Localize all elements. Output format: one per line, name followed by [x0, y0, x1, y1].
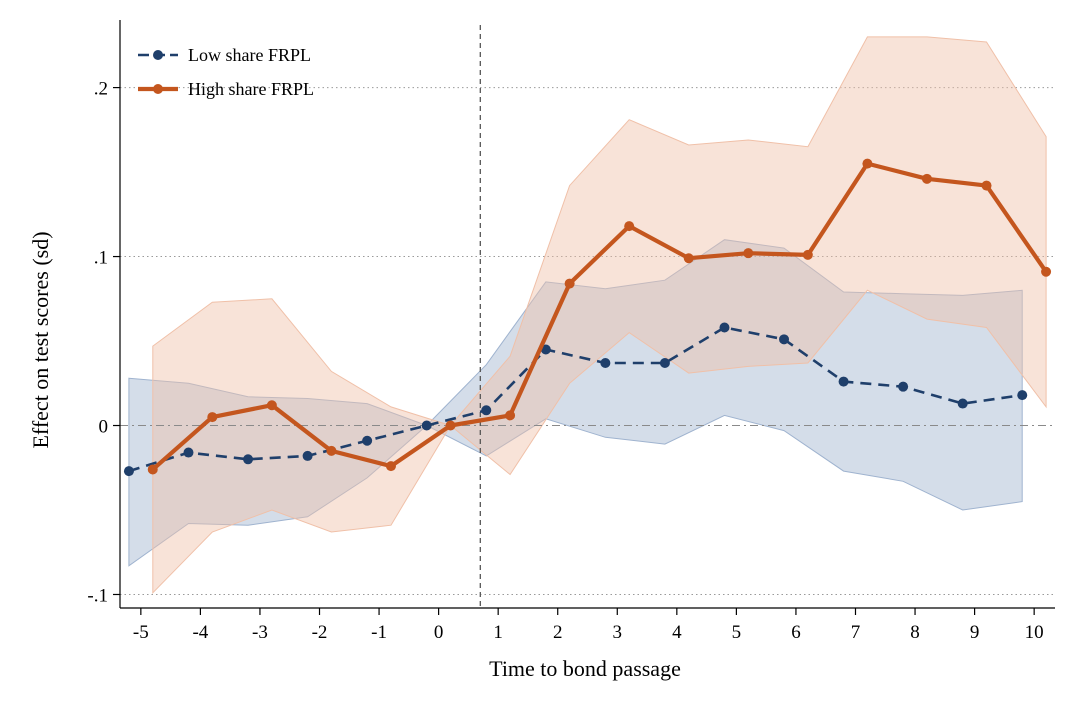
x-tick-label-13: 8 — [910, 622, 920, 643]
series-0-point-6 — [481, 405, 492, 416]
series-1-point-8 — [624, 221, 635, 232]
series-1-point-0 — [147, 464, 158, 475]
series-1-point-6 — [505, 410, 516, 421]
series-0-point-12 — [838, 376, 849, 387]
x-tick-label-4: -1 — [371, 622, 387, 643]
series-line-0 — [128, 326, 1023, 473]
x-tick-label-15: 10 — [1025, 622, 1044, 643]
series-1-point-11 — [802, 249, 813, 260]
series-0-point-7 — [540, 344, 551, 355]
confidence-bands — [128, 36, 1047, 595]
series-0-point-2 — [243, 454, 254, 465]
x-tick-label-0: -5 — [133, 622, 149, 643]
series-1-point-5 — [445, 420, 456, 431]
series-1-point-15 — [1041, 266, 1052, 277]
x-axis-label: Time to bond passage — [489, 656, 681, 681]
ci-band-1 — [152, 36, 1047, 595]
x-tick-label-6: 1 — [493, 622, 503, 643]
x-tick-label-2: -3 — [252, 622, 268, 643]
series-1-point-13 — [921, 173, 932, 184]
series-1-point-9 — [683, 253, 694, 264]
axes: -.1 0 .1 .2 -5 -4 -3 -2 -1 0 1 2 3 4 5 6 7 8 9 10 — [87, 20, 1055, 643]
x-tick-label-9: 4 — [672, 622, 682, 643]
grid-layer — [120, 87, 1055, 595]
x-tick-label-11: 6 — [791, 622, 801, 643]
y-tick-label-2: .1 — [94, 248, 108, 269]
series-0-point-15 — [1017, 390, 1028, 401]
x-tick-label-7: 2 — [553, 622, 563, 643]
reference-lines — [120, 25, 1055, 608]
legend-label-1: High share FRPL — [188, 79, 314, 99]
x-tick-label-14: 9 — [970, 622, 980, 643]
series-1-point-3 — [326, 445, 337, 456]
series-1-point-12 — [862, 158, 873, 169]
legend-marker-1 — [153, 84, 163, 94]
series-1-point-7 — [564, 278, 575, 289]
series-0-point-9 — [659, 358, 670, 368]
x-tick-label-10: 5 — [732, 622, 742, 643]
y-tick-label-0: -.1 — [87, 585, 108, 606]
series-0-point-13 — [898, 381, 909, 392]
series-0-point-10 — [719, 322, 730, 333]
legend-label-0: Low share FRPL — [188, 45, 311, 65]
series-0-point-14 — [957, 398, 968, 409]
y-tick-label-1: 0 — [99, 417, 109, 438]
series-1-point-1 — [207, 412, 218, 423]
series-1-point-4 — [385, 461, 396, 472]
series-0-point-8 — [600, 358, 611, 368]
series-0-point-3 — [302, 450, 313, 461]
series-0-point-5 — [421, 420, 432, 431]
series-0-point-11 — [779, 334, 790, 345]
legend-marker-0 — [153, 50, 163, 60]
y-tick-label-3: .2 — [94, 79, 108, 100]
x-tick-label-3: -2 — [312, 622, 328, 643]
x-tick-label-5: 0 — [434, 622, 444, 643]
series-0-point-1 — [183, 447, 194, 458]
series-1-point-2 — [266, 400, 277, 411]
series-lines — [123, 158, 1052, 477]
x-tick-label-12: 7 — [851, 622, 861, 643]
series-0-point-4 — [362, 435, 373, 446]
x-tick-label-8: 3 — [613, 622, 623, 643]
series-0-point-0 — [123, 466, 134, 477]
ci-band-0 — [128, 239, 1023, 567]
y-axis-label: Effect on test scores (sd) — [28, 231, 53, 448]
x-tick-label-1: -4 — [192, 622, 208, 643]
series-1-point-10 — [743, 248, 754, 259]
series-line-1 — [151, 161, 1048, 471]
legend: Low share FRPL High share FRPL — [138, 45, 314, 99]
series-1-point-14 — [981, 180, 992, 191]
